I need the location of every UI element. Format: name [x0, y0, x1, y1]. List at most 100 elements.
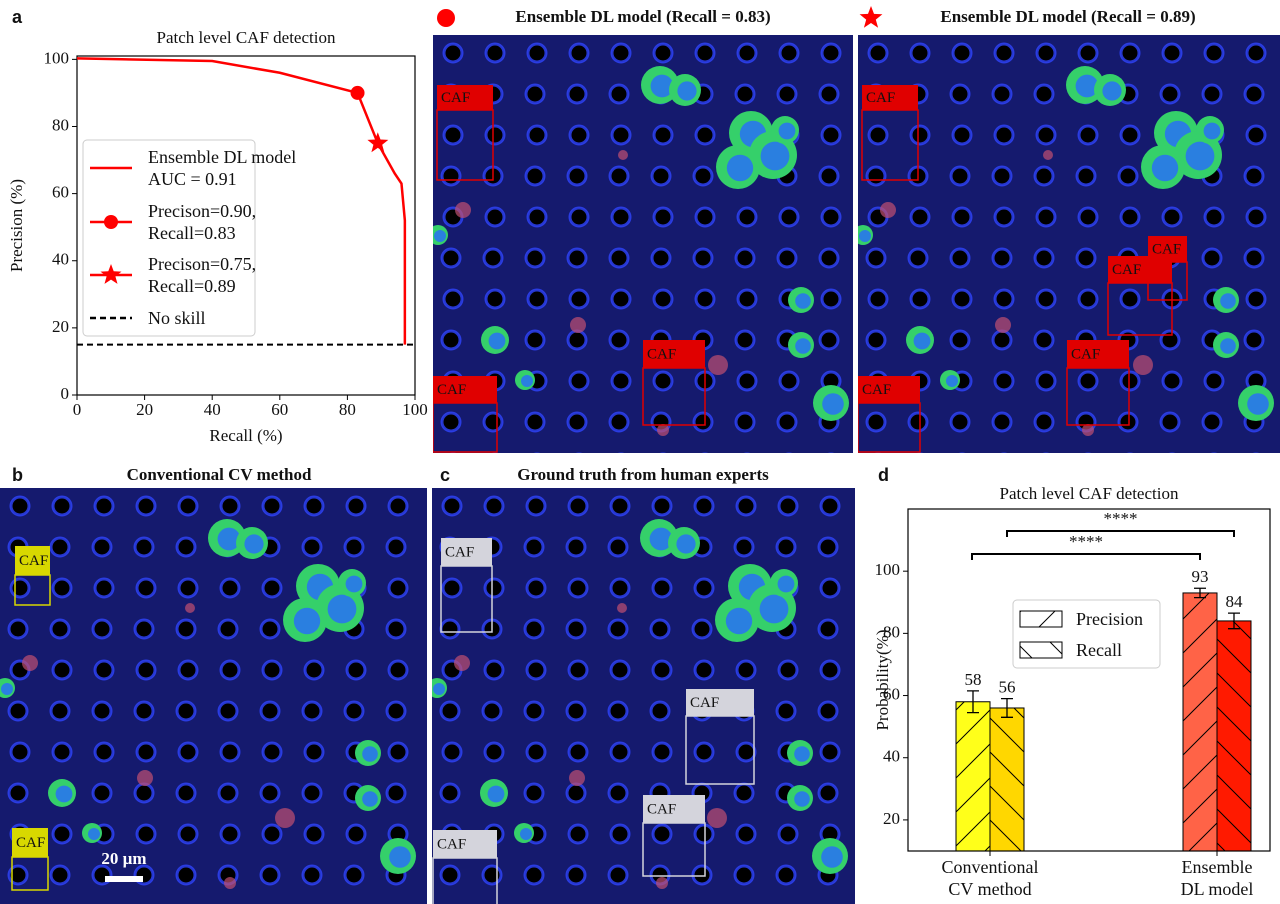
well — [734, 83, 756, 105]
well — [525, 577, 547, 599]
well — [817, 782, 839, 804]
cell-red — [656, 877, 668, 889]
well — [607, 782, 629, 804]
well — [9, 495, 31, 517]
y-tick-label: 20 — [883, 809, 900, 828]
well — [93, 577, 115, 599]
well — [484, 42, 506, 64]
well — [610, 288, 632, 310]
well — [1117, 411, 1139, 433]
well — [440, 411, 462, 433]
x-tick-label: 20 — [136, 400, 153, 419]
well — [867, 124, 889, 146]
well — [733, 782, 755, 804]
caf-label: CAF — [445, 544, 474, 560]
well — [649, 700, 671, 722]
y-tick-label: 40 — [883, 747, 900, 766]
well — [565, 700, 587, 722]
caf-label: CAF — [1071, 346, 1100, 362]
cell-red — [569, 770, 585, 786]
cell-nucleus — [1203, 122, 1221, 140]
caf-label-bg — [433, 830, 497, 858]
well — [217, 618, 239, 640]
well — [175, 864, 197, 886]
legend-box — [82, 139, 256, 337]
error-bar — [1001, 698, 1013, 718]
well — [1245, 206, 1267, 228]
well — [909, 206, 931, 228]
title-marker — [859, 6, 883, 28]
panel-label: a — [12, 7, 23, 27]
well — [991, 411, 1013, 433]
well — [1203, 206, 1225, 228]
cell-nucleus — [726, 154, 754, 182]
bar — [955, 701, 991, 852]
well — [219, 823, 241, 845]
well — [775, 864, 797, 886]
y-tick-label: 0 — [61, 384, 70, 403]
well — [1245, 124, 1267, 146]
panel-label: b — [12, 465, 23, 485]
well — [949, 329, 971, 351]
well — [1000, 452, 1008, 453]
well — [819, 741, 841, 763]
cell-nucleus — [677, 81, 697, 101]
well — [1201, 83, 1223, 105]
well — [1035, 288, 1057, 310]
image-title: Conventional CV method — [127, 465, 312, 484]
well — [907, 411, 929, 433]
legend-entry: Precison=0.90, Recall=0.83 — [148, 201, 257, 243]
well — [133, 782, 155, 804]
cell-nucleus — [293, 607, 321, 635]
well — [867, 288, 889, 310]
well — [261, 495, 283, 517]
well — [694, 124, 716, 146]
cell-red — [275, 808, 295, 828]
well — [1252, 452, 1260, 453]
well — [993, 42, 1015, 64]
well — [259, 864, 281, 886]
well — [177, 577, 199, 599]
caf-box — [858, 402, 921, 453]
y-tick-label: 60 — [883, 684, 900, 703]
well — [1243, 83, 1265, 105]
well — [991, 83, 1013, 105]
well — [1035, 206, 1057, 228]
well — [301, 864, 323, 886]
well — [259, 700, 281, 722]
well — [483, 577, 505, 599]
well — [219, 659, 241, 681]
well — [523, 700, 545, 722]
caf-label-bg — [643, 340, 705, 368]
well — [993, 288, 1015, 310]
well — [484, 124, 506, 146]
well — [1077, 42, 1099, 64]
cell-nucleus — [1, 683, 13, 695]
significance-label: **** — [1069, 532, 1103, 551]
well — [949, 247, 971, 269]
well — [440, 329, 462, 351]
well — [1119, 206, 1141, 228]
well — [175, 782, 197, 804]
x-tick-label: Conventional CV method — [941, 857, 1039, 899]
well — [526, 124, 548, 146]
cell-nucleus — [946, 375, 958, 387]
well — [49, 700, 71, 722]
x-tick-label: 80 — [339, 400, 356, 419]
well — [651, 577, 673, 599]
caf-label-bg — [858, 376, 920, 403]
cell-nucleus — [345, 575, 363, 593]
well — [1042, 452, 1050, 453]
well — [1077, 370, 1099, 392]
well — [949, 411, 971, 433]
x-tick-label: 60 — [271, 400, 288, 419]
well — [949, 83, 971, 105]
well — [649, 618, 671, 640]
well — [567, 659, 589, 681]
well — [608, 411, 630, 433]
caf-box — [11, 856, 49, 891]
well — [609, 577, 631, 599]
well — [691, 864, 713, 886]
well — [736, 370, 758, 392]
cell-nucleus — [488, 332, 506, 350]
